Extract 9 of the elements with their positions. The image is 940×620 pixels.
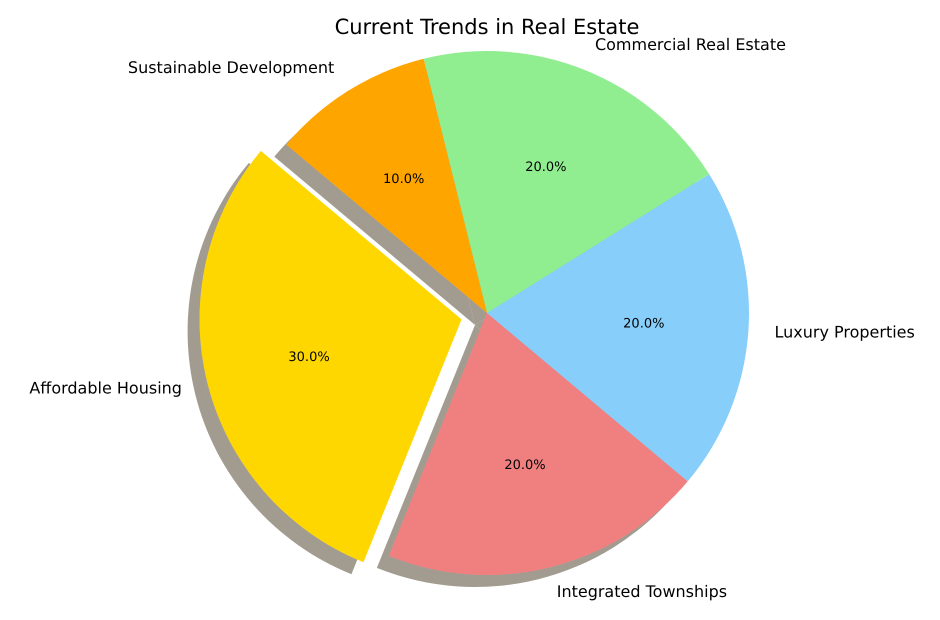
slice-label: Integrated Townships [556, 582, 728, 602]
data-label: 20.0% [504, 458, 546, 474]
slice-label: Affordable Housing [29, 378, 182, 398]
data-label: 20.0% [525, 160, 567, 175]
data-label: 20.0% [623, 316, 664, 332]
slice-label: Luxury Properties [774, 322, 915, 342]
data-label: 30.0% [288, 350, 330, 365]
slice-label: Sustainable Development [128, 58, 334, 77]
data-label: 10.0% [383, 172, 424, 188]
